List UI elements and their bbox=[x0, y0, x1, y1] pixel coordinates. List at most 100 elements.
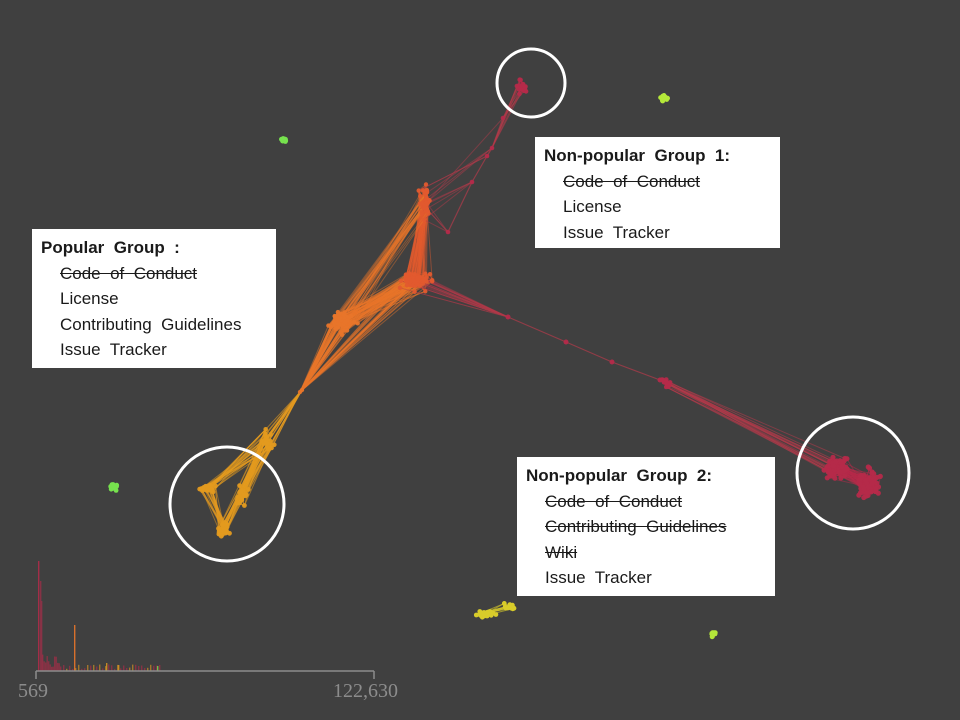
graph-edge bbox=[299, 281, 419, 393]
graph-edge bbox=[399, 287, 509, 318]
graph-node bbox=[332, 314, 338, 319]
graph-edge bbox=[301, 281, 416, 391]
histogram-axis bbox=[35, 670, 375, 679]
callout-item: Contributing Guidelines bbox=[545, 517, 727, 536]
graph-edge bbox=[344, 201, 429, 326]
graph-edge bbox=[419, 202, 427, 279]
graph-edge bbox=[408, 184, 427, 274]
graph-node bbox=[397, 285, 403, 290]
graph-node bbox=[663, 94, 668, 100]
graph-edge bbox=[209, 428, 267, 488]
graph-edge bbox=[299, 274, 407, 393]
histogram-bar bbox=[48, 661, 50, 671]
graph-node bbox=[238, 497, 244, 502]
graph-node bbox=[337, 322, 342, 327]
graph-node bbox=[222, 527, 227, 532]
graph-edge bbox=[344, 202, 427, 313]
graph-edge bbox=[507, 316, 567, 343]
graph-edge bbox=[338, 206, 425, 325]
graph-edge bbox=[419, 203, 425, 279]
histogram-bar bbox=[81, 668, 83, 671]
histogram-bar bbox=[150, 664, 152, 671]
histogram-bar bbox=[126, 668, 128, 671]
graph-edge bbox=[410, 196, 421, 284]
graph-edge bbox=[342, 190, 428, 325]
graph-edge bbox=[333, 272, 410, 323]
callout-item: Issue Tracker bbox=[60, 340, 167, 359]
graph-edge bbox=[409, 213, 423, 285]
histogram-axis-max-label: 122,630 bbox=[333, 680, 398, 702]
graph-edge bbox=[299, 273, 426, 393]
graph-edge bbox=[337, 199, 430, 315]
graph-edge bbox=[301, 278, 406, 391]
graph-node bbox=[842, 473, 848, 479]
graph-edge bbox=[343, 192, 428, 318]
graph-edge bbox=[207, 486, 224, 530]
graph-edge bbox=[611, 361, 661, 381]
histogram-bar bbox=[117, 664, 119, 671]
graph-edge bbox=[414, 203, 426, 281]
graph-edge bbox=[350, 192, 426, 317]
graph-node bbox=[419, 201, 424, 206]
graph-edge bbox=[842, 461, 874, 479]
highlight-ring bbox=[168, 445, 286, 563]
graph-edge bbox=[330, 198, 428, 328]
graph-edge bbox=[419, 276, 509, 318]
histogram-bar bbox=[40, 581, 42, 671]
graph-edge bbox=[200, 488, 220, 531]
graph-edge bbox=[409, 278, 509, 318]
graph-node bbox=[831, 463, 837, 469]
highlight-rings bbox=[168, 47, 911, 563]
graph-edge bbox=[353, 284, 408, 323]
histogram-bar bbox=[75, 668, 77, 671]
graph-node bbox=[404, 283, 410, 288]
graph-edge bbox=[414, 196, 421, 282]
graph-node bbox=[108, 486, 114, 492]
graph-node bbox=[869, 480, 875, 486]
graph-edge bbox=[335, 274, 409, 319]
graph-node bbox=[873, 487, 879, 493]
graph-edge bbox=[346, 280, 433, 321]
graph-edge bbox=[342, 199, 430, 327]
histogram-bar bbox=[105, 666, 107, 671]
callout-item: Issue Tracker bbox=[545, 568, 652, 587]
graph-node bbox=[842, 467, 849, 473]
graph-edge bbox=[405, 203, 423, 282]
graph-edge bbox=[335, 194, 426, 320]
graph-edge bbox=[299, 277, 418, 393]
graph-node bbox=[858, 472, 864, 478]
graph-node bbox=[344, 328, 350, 333]
graph-edge bbox=[347, 285, 416, 322]
graph-edge bbox=[423, 219, 449, 233]
graph-node bbox=[204, 488, 210, 493]
graph-edge bbox=[417, 203, 429, 282]
graph-edge bbox=[410, 202, 427, 280]
graph-edge bbox=[339, 199, 430, 319]
graph-node bbox=[857, 481, 863, 487]
graph-edge bbox=[301, 291, 415, 391]
graph-edge bbox=[301, 327, 347, 391]
graph-edge bbox=[301, 278, 418, 391]
graph-edge bbox=[350, 285, 416, 325]
graph-node bbox=[242, 503, 247, 508]
graph-edge bbox=[267, 391, 301, 450]
graph-edge bbox=[416, 284, 509, 318]
graph-edge bbox=[413, 198, 428, 282]
graph-edge bbox=[347, 201, 429, 324]
graph-edge bbox=[340, 291, 415, 326]
graph-edge bbox=[299, 280, 423, 393]
graph-edge bbox=[418, 203, 429, 282]
graph-edge bbox=[337, 283, 424, 328]
graph-node bbox=[412, 289, 417, 294]
graph-edge bbox=[421, 203, 429, 282]
graph-edge bbox=[419, 213, 429, 279]
graph-node bbox=[868, 489, 874, 495]
graph-edge bbox=[410, 202, 429, 278]
graph-edge bbox=[414, 280, 433, 293]
graph-node bbox=[403, 278, 409, 284]
graph-edge bbox=[426, 147, 493, 203]
graph-edge bbox=[409, 200, 431, 286]
graph-edge bbox=[343, 285, 416, 319]
degree-histogram bbox=[35, 561, 375, 679]
